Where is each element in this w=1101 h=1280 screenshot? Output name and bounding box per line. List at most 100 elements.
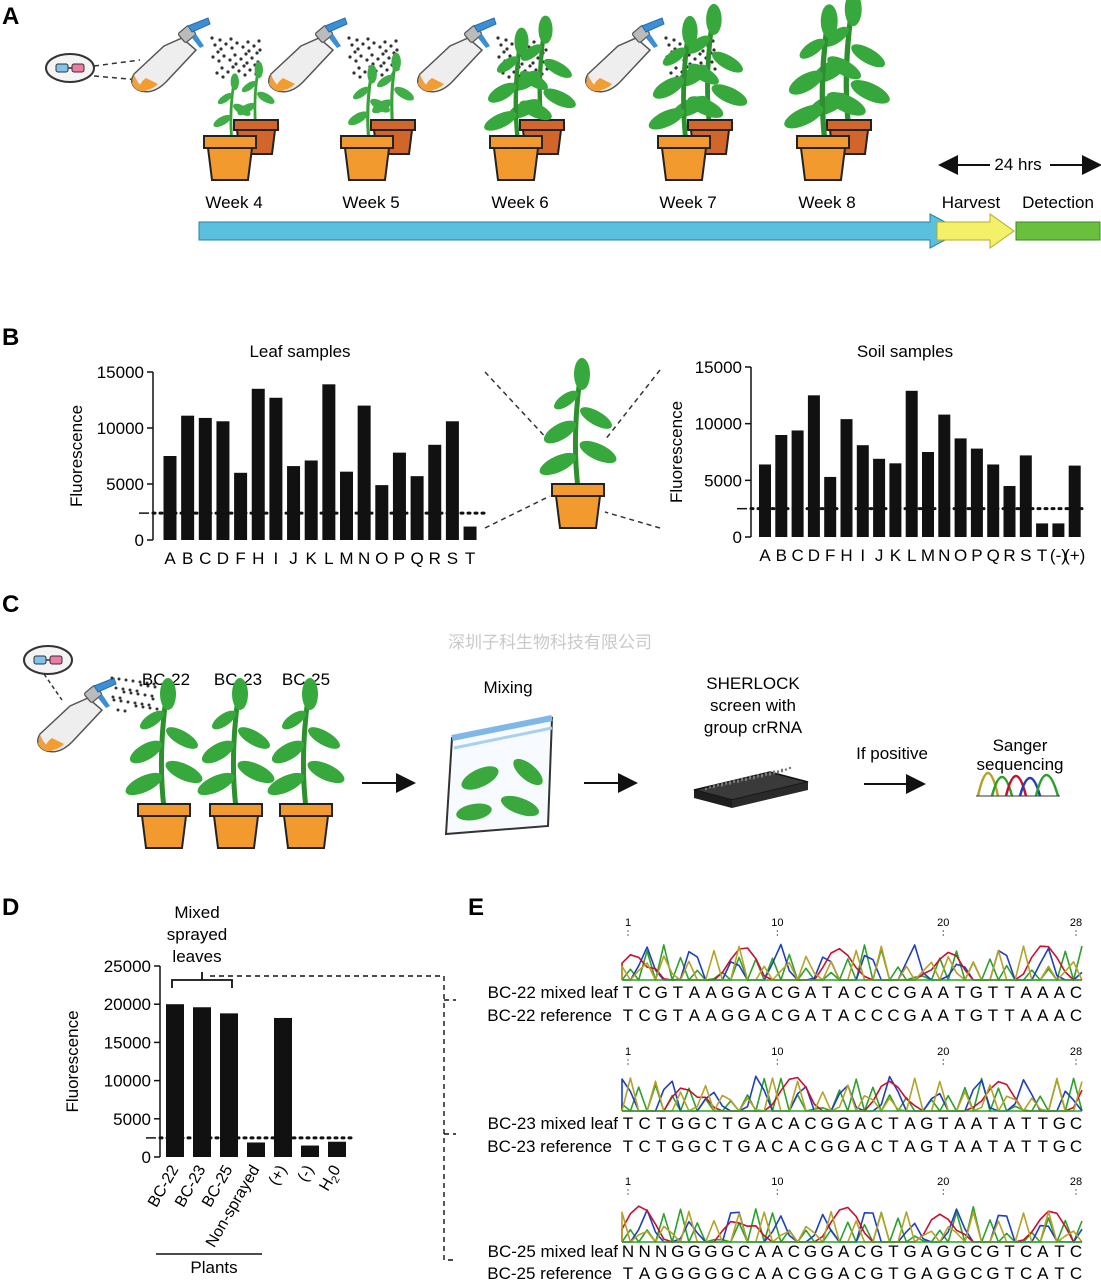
x-tick-label: R bbox=[429, 549, 441, 568]
x-tick-label: K bbox=[306, 549, 318, 568]
harvest-label: Harvest bbox=[942, 193, 1001, 212]
panel-e-label: E bbox=[468, 894, 484, 921]
x-tick-label: T bbox=[465, 549, 475, 568]
bar bbox=[856, 445, 869, 537]
x-tick-label: O bbox=[375, 549, 388, 568]
sprayer-icon bbox=[417, 17, 497, 93]
x-tick-label: S bbox=[1020, 546, 1031, 565]
group-label-1: Mixed bbox=[174, 903, 219, 922]
sprayer-icon bbox=[37, 677, 117, 753]
x-tick-label: C bbox=[199, 549, 211, 568]
group-label-2: sprayed bbox=[167, 925, 227, 944]
bar bbox=[163, 456, 177, 540]
y-tick-label: 5000 bbox=[113, 1110, 151, 1129]
panel-e: E 1 10 20 28 BC-22 mixed leaf BC-22 reference… bbox=[468, 894, 1083, 1280]
y-tick-label: 10000 bbox=[104, 1072, 151, 1091]
y-axis-label: Fluorescence bbox=[67, 405, 86, 507]
front-pot-icon bbox=[796, 135, 850, 181]
x-tick-label: D bbox=[808, 546, 820, 565]
panel-a: A Week 4 Week 5 Week 6 Week 7 Week 8 24 hrs … bbox=[2, 0, 1101, 249]
x-tick-label: P bbox=[394, 549, 405, 568]
back-plant-icon bbox=[368, 51, 418, 132]
x-tick-label: B bbox=[776, 546, 787, 565]
bar bbox=[970, 448, 983, 537]
plant-icon bbox=[536, 358, 619, 529]
sequence-block: 1 10 20 28 BC-23 mixed leaf BC-23 reference T C… bbox=[487, 1046, 1083, 1156]
bar bbox=[938, 414, 951, 537]
sequence-block: 1 10 20 28 BC-25 mixed leaf BC-25 reference N N… bbox=[487, 1176, 1083, 1280]
x-tick-label: S bbox=[447, 549, 458, 568]
mixed-leaves-chart: 0500010000150002000025000FluorescenceBC-… bbox=[63, 957, 358, 1250]
x-tick-label: K bbox=[890, 546, 902, 565]
sherlock-label-2: screen with bbox=[710, 696, 796, 715]
bar bbox=[287, 466, 301, 540]
x-tick-label: J bbox=[289, 549, 298, 568]
bar bbox=[301, 1145, 319, 1157]
x-tick-label: Q bbox=[987, 546, 1000, 565]
bar bbox=[987, 464, 1000, 537]
bar bbox=[840, 419, 853, 537]
position-tick-label: 1 bbox=[625, 1046, 631, 1058]
y-tick-label: 5000 bbox=[106, 475, 144, 494]
span-label: 24 hrs bbox=[994, 155, 1041, 174]
chromatogram-icon bbox=[976, 772, 1060, 797]
y-tick-label: 15000 bbox=[104, 1033, 151, 1052]
bar bbox=[1068, 465, 1081, 537]
spray-mist bbox=[110, 676, 159, 713]
panel-c-label: C bbox=[2, 591, 19, 618]
position-tick-label: 1 bbox=[625, 1176, 631, 1188]
y-tick-label: 5000 bbox=[704, 471, 742, 490]
x-tick-label: (-) bbox=[1050, 546, 1067, 565]
week-scene: Week 8 bbox=[781, 0, 893, 212]
front-pot-icon bbox=[657, 135, 711, 181]
bar bbox=[873, 458, 886, 537]
plant-bc23-icon bbox=[194, 678, 277, 849]
x-tick-label: N bbox=[358, 549, 370, 568]
zoom-line bbox=[484, 495, 551, 529]
harvest-arrow bbox=[936, 213, 1015, 249]
x-tick-label: T bbox=[1037, 546, 1047, 565]
x-tick-label: A bbox=[759, 546, 771, 565]
sanger-label-2: sequencing bbox=[977, 755, 1064, 774]
mixing-label: Mixing bbox=[483, 678, 532, 697]
bar bbox=[922, 452, 934, 537]
plants-label: Plants bbox=[190, 1258, 237, 1277]
if-positive-label: If positive bbox=[856, 744, 928, 763]
callout-line bbox=[43, 673, 63, 701]
position-tick-label: 10 bbox=[771, 1046, 783, 1058]
x-tick-label: (+) bbox=[1064, 546, 1085, 565]
plate-reader-icon bbox=[693, 766, 809, 808]
position-tick-label: 28 bbox=[1070, 917, 1082, 929]
position-tick-label: 20 bbox=[937, 917, 949, 929]
sherlock-label-3: group crRNA bbox=[704, 718, 803, 737]
x-tick-label: H bbox=[840, 546, 852, 565]
bar bbox=[220, 1013, 238, 1157]
y-tick-label: 0 bbox=[142, 1148, 151, 1167]
spray-mist bbox=[210, 36, 263, 79]
bar bbox=[463, 526, 477, 540]
x-tick-label: F bbox=[825, 546, 835, 565]
soil-samples-chart: Soil samples 0 5000 10000 15000 Fluorescence A… bbox=[667, 342, 1089, 565]
link-line bbox=[210, 975, 456, 1261]
front-pot-icon bbox=[340, 135, 394, 181]
position-tick-label: 28 bbox=[1070, 1046, 1082, 1058]
zoom-line bbox=[604, 511, 661, 529]
mixed-leaf-label: BC-25 mixed leaf bbox=[488, 1242, 619, 1261]
position-tick-label: 28 bbox=[1070, 1176, 1082, 1188]
mixing-bag-icon bbox=[444, 715, 554, 836]
position-tick-label: 20 bbox=[937, 1046, 949, 1058]
bar bbox=[340, 471, 353, 540]
bar bbox=[1019, 455, 1032, 537]
bar bbox=[322, 384, 336, 540]
chromatogram-trace bbox=[621, 943, 1083, 981]
bar bbox=[247, 1142, 265, 1157]
x-tick-label: R bbox=[1003, 546, 1015, 565]
bar bbox=[759, 464, 771, 537]
x-tick-label: A bbox=[164, 549, 176, 568]
y-axis-label: Fluorescence bbox=[63, 1010, 82, 1112]
